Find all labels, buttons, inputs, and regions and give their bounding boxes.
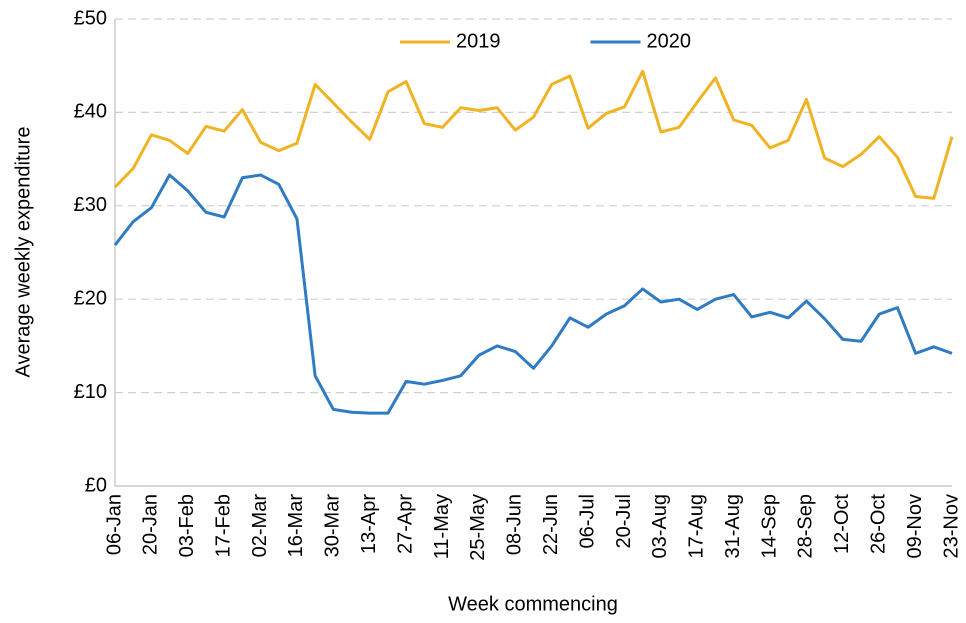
- x-tick-label: 12-Oct: [831, 494, 853, 554]
- x-tick-label: 11-May: [431, 494, 453, 559]
- x-tick-label: 09-Nov: [904, 494, 926, 558]
- series-line: [113, 173, 953, 415]
- x-tick-label: 06-Jan: [103, 494, 125, 555]
- x-tick-label: 03-Feb: [176, 494, 198, 557]
- y-tick-label: £10: [74, 381, 107, 403]
- x-tick-label: 14-Sep: [758, 494, 780, 559]
- x-tick-label: 13-Apr: [358, 494, 380, 554]
- legend-label: 2019: [456, 30, 501, 52]
- x-tick-label: 17-Feb: [212, 494, 234, 557]
- x-tick-label: 22-Jun: [540, 494, 562, 555]
- x-tick-label: 25-May: [467, 494, 489, 561]
- series-line: [113, 69, 954, 200]
- x-tick-label: 17-Aug: [686, 494, 708, 559]
- x-tick-label: 30-Mar: [322, 494, 344, 558]
- y-tick-label: £50: [74, 7, 107, 29]
- x-axis-title: Week commencing: [448, 593, 618, 615]
- x-tick-label: 20-Jul: [613, 494, 635, 548]
- x-tick-label: 31-Aug: [722, 494, 744, 559]
- x-tick-label: 16-Mar: [285, 494, 307, 558]
- y-axis-title: Average weekly expenditure: [12, 127, 34, 378]
- x-tick-label: 03-Aug: [649, 494, 671, 559]
- x-tick-label: 28-Sep: [795, 494, 817, 559]
- x-tick-label: 20-Jan: [140, 494, 162, 555]
- x-tick-label: 27-Apr: [394, 494, 416, 554]
- x-tick-label: 08-Jun: [504, 494, 526, 555]
- x-tick-label: 23-Nov: [940, 494, 962, 558]
- x-tick-label: 06-Jul: [576, 494, 598, 548]
- y-tick-label: £0: [85, 474, 107, 496]
- legend-label: 2020: [647, 30, 692, 52]
- x-tick-label: 02-Mar: [249, 494, 271, 558]
- x-tick-label: 26-Oct: [867, 494, 889, 554]
- y-tick-label: £20: [74, 287, 107, 309]
- y-tick-label: £30: [74, 194, 107, 216]
- y-tick-label: £40: [74, 101, 107, 123]
